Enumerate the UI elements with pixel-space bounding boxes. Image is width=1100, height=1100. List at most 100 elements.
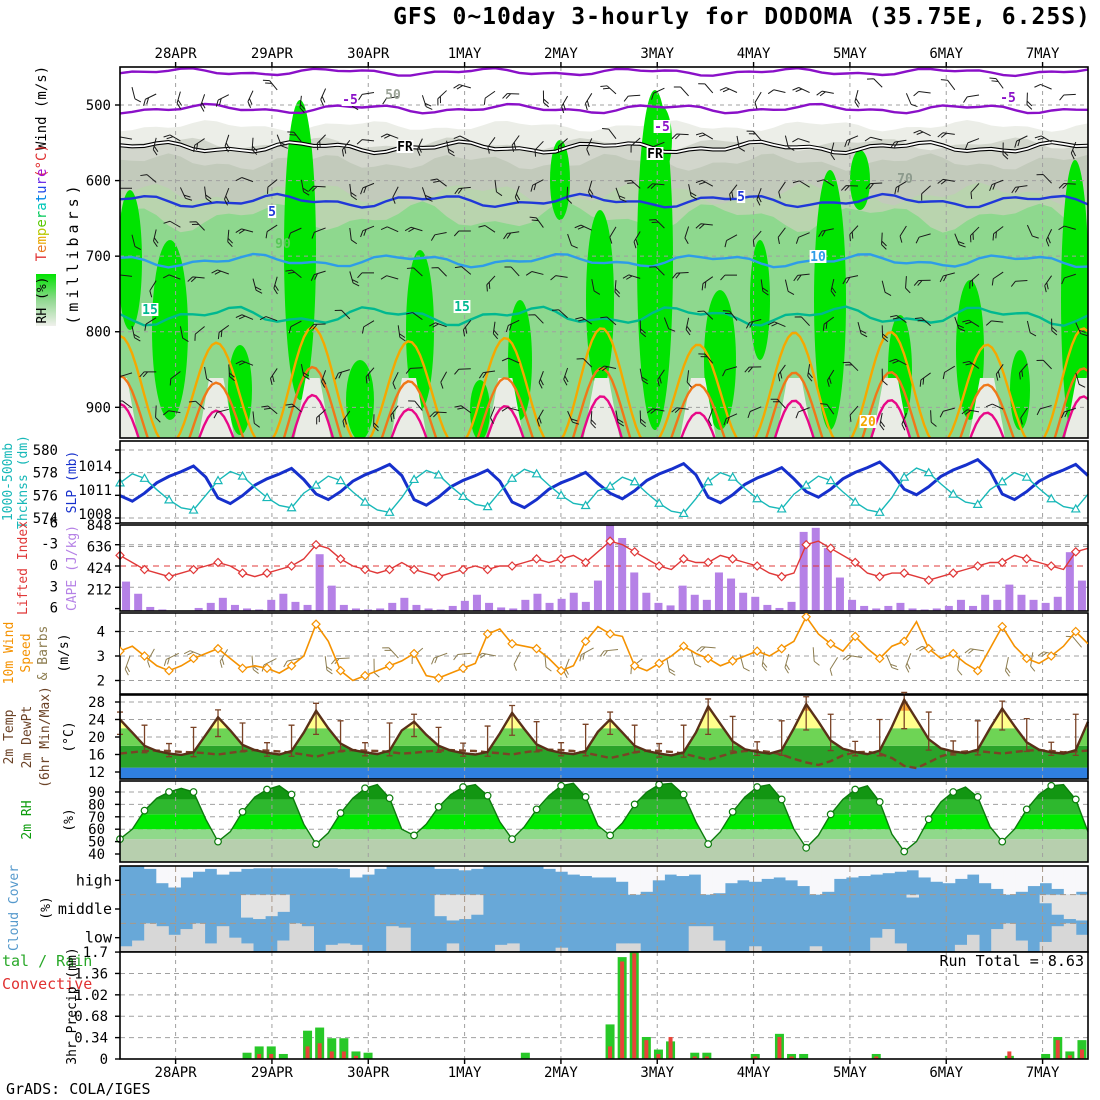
svg-text:636: 636	[87, 540, 112, 556]
svg-text:tal / Rain: tal / Rain	[2, 952, 92, 970]
svg-text:Cloud Cover: Cloud Cover	[7, 865, 22, 951]
contour-label: FR	[396, 140, 414, 155]
svg-text:5MAY: 5MAY	[833, 1065, 867, 1081]
svg-text:3MAY: 3MAY	[640, 1065, 674, 1081]
svg-text:Temperature: Temperature	[34, 169, 50, 262]
svg-text:10m Wind: 10m Wind	[2, 622, 17, 685]
svg-text:0.68: 0.68	[74, 1009, 108, 1025]
svg-text:high: high	[76, 871, 112, 889]
svg-text:50: 50	[88, 835, 105, 851]
svg-text:7MAY: 7MAY	[1026, 46, 1060, 62]
svg-text:2MAY: 2MAY	[544, 1065, 578, 1081]
svg-text:578: 578	[33, 466, 58, 482]
svg-text:(m/s): (m/s)	[57, 633, 72, 672]
svg-text:RH (%): RH (%)	[35, 277, 50, 324]
svg-text:20: 20	[860, 415, 876, 430]
svg-text:-6: -6	[41, 515, 58, 531]
svg-text:2m RH: 2m RH	[20, 800, 35, 839]
svg-text:middle: middle	[58, 900, 112, 918]
svg-text:60: 60	[88, 822, 105, 838]
svg-text:28: 28	[88, 695, 105, 711]
date-axis-top: 28APR 29APR 30APR 1MAY 2MAY 3MAY 4MAY 5MAY 6MAY 7…	[155, 46, 1060, 62]
svg-text:-5: -5	[654, 120, 670, 135]
svg-text:Wind (m/s): Wind (m/s)	[34, 66, 50, 150]
contour-label: -5	[999, 91, 1017, 106]
svg-text:848: 848	[87, 518, 112, 534]
svg-text:1.02: 1.02	[74, 988, 108, 1004]
svg-text:1MAY: 1MAY	[448, 1065, 482, 1081]
svg-text:90: 90	[275, 237, 291, 252]
svg-text:-3: -3	[41, 537, 58, 553]
svg-text:30APR: 30APR	[347, 1065, 390, 1081]
svg-text:12: 12	[88, 765, 105, 781]
svg-text:3: 3	[50, 579, 58, 595]
svg-text:700: 700	[86, 249, 111, 265]
contour-label: 15	[141, 303, 159, 318]
svg-text:15: 15	[142, 303, 158, 318]
svg-text:5: 5	[737, 190, 745, 205]
svg-text:& Barbs: & Barbs	[36, 626, 51, 681]
contour-label: 20	[859, 415, 877, 430]
svg-text:1011: 1011	[78, 483, 112, 499]
run-total-label: Run Total = 8.63	[940, 952, 1085, 970]
contour-label: 5	[267, 205, 277, 220]
svg-text:FR: FR	[647, 147, 663, 162]
wind10m-panel: 4 3 2	[97, 612, 1089, 695]
cloud-cover-panel	[119, 865, 1089, 953]
date-axis-bottom: 28APR 29APR 30APR 1MAY 2MAY 3MAY 4MAY 5MAY 6MAY 7…	[155, 1065, 1060, 1081]
temp2m-left-labels: 2m Temp 2m DewPt (6hr Min/Max) (°C)	[2, 686, 77, 788]
svg-text:90: 90	[88, 785, 105, 801]
svg-text:5: 5	[268, 205, 276, 220]
grads-credit: GrADS: COLA/IGES	[6, 1080, 151, 1098]
svg-text:500: 500	[86, 98, 111, 114]
wind10m-content	[120, 613, 1088, 683]
svg-text:-5: -5	[1000, 91, 1016, 106]
contour-label: 15	[453, 300, 471, 315]
svg-text:(°C): (°C)	[34, 144, 50, 178]
svg-text:30APR: 30APR	[347, 46, 390, 62]
svg-text:0: 0	[100, 1052, 108, 1068]
svg-text:-5: -5	[342, 93, 358, 108]
svg-text:1MAY: 1MAY	[448, 46, 482, 62]
svg-text:CAPE (J/kg): CAPE (J/kg)	[65, 525, 80, 611]
svg-text:3MAY: 3MAY	[640, 46, 674, 62]
upper-left-labels: Wind (m/s)(°C)Temperature RH (%) (millibar…	[34, 66, 82, 326]
svg-text:6MAY: 6MAY	[929, 46, 963, 62]
svg-text:2MAY: 2MAY	[544, 46, 578, 62]
upper-air-frame: 500 600 700 800 900	[86, 62, 1089, 439]
svg-text:4: 4	[97, 625, 105, 641]
svg-text:1014: 1014	[78, 459, 112, 475]
contour-label: 90	[275, 237, 291, 252]
cloud-left-labels: high middle low Cloud Cover (%)	[7, 865, 120, 951]
precip-panel: Run Total = 8.63 1.7 1.36 1.02 0.68 0.34 0	[74, 945, 1089, 1068]
svg-text:4MAY: 4MAY	[737, 1065, 771, 1081]
svg-text:20: 20	[88, 730, 105, 746]
svg-text:FR: FR	[397, 140, 413, 155]
svg-text:50: 50	[385, 88, 401, 103]
svg-text:6MAY: 6MAY	[929, 1065, 963, 1081]
svg-text:16: 16	[88, 748, 105, 764]
svg-text:580: 580	[33, 443, 58, 459]
svg-text:900: 900	[86, 400, 111, 416]
svg-text:28APR: 28APR	[155, 1065, 198, 1081]
rh2m-left-labels: 2m RH (%)	[20, 800, 77, 839]
svg-text:4MAY: 4MAY	[737, 46, 771, 62]
svg-text:424: 424	[87, 561, 112, 577]
svg-text:(°C): (°C)	[62, 721, 77, 752]
contour-label: -5	[341, 93, 359, 108]
svg-text:6: 6	[50, 601, 58, 617]
cape-li-panel: -6 -3 0 3 6 848 636 424 212	[41, 515, 1089, 617]
contour-label: 5	[736, 190, 746, 205]
svg-text:0.34: 0.34	[74, 1031, 108, 1047]
svg-text:28APR: 28APR	[155, 46, 198, 62]
svg-text:2: 2	[97, 674, 105, 690]
chart-title: GFS 0~10day 3-hourly for DODOMA (35.75E,…	[393, 4, 1091, 30]
svg-text:(6hr Min/Max): (6hr Min/Max)	[38, 686, 53, 788]
contour-label: 10	[809, 250, 827, 265]
contour-label: 70	[897, 172, 913, 187]
svg-text:2m Temp: 2m Temp	[2, 709, 17, 764]
